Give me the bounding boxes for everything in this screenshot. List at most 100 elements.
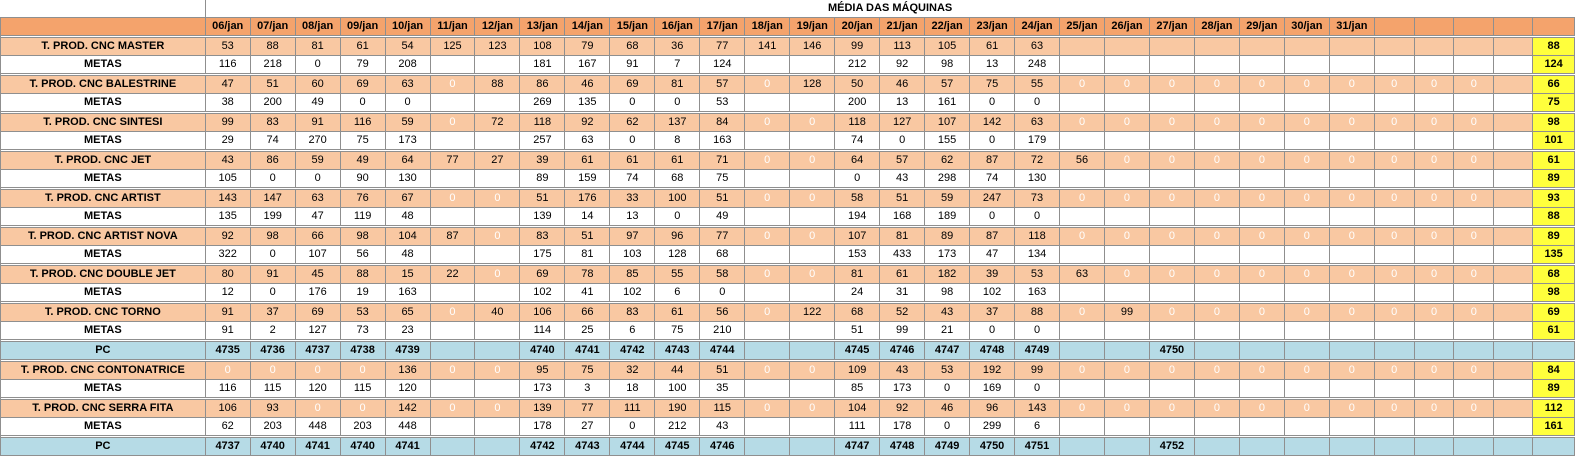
data-cell[interactable]: 37 — [969, 303, 1016, 322]
data-cell[interactable]: 73 — [339, 321, 386, 340]
data-cell[interactable]: 143 — [1014, 399, 1061, 418]
data-cell[interactable] — [1104, 321, 1150, 340]
data-cell[interactable]: 0 — [1059, 303, 1105, 322]
data-cell[interactable]: 98 — [339, 227, 386, 246]
date-header[interactable] — [1373, 17, 1415, 36]
data-cell[interactable]: 116 — [204, 379, 251, 398]
data-cell[interactable] — [1413, 207, 1455, 226]
data-cell[interactable]: 36 — [654, 37, 701, 56]
data-cell[interactable]: 0 — [1148, 189, 1195, 208]
data-cell[interactable]: 4743 — [564, 437, 611, 456]
data-cell[interactable]: 0 — [1238, 361, 1285, 380]
data-cell[interactable]: 0 — [1193, 265, 1240, 284]
average-cell[interactable] — [1532, 341, 1575, 360]
data-cell[interactable] — [789, 93, 836, 112]
data-cell[interactable] — [1413, 93, 1455, 112]
data-cell[interactable]: 68 — [834, 303, 881, 322]
data-cell[interactable]: 0 — [789, 265, 836, 284]
data-cell[interactable]: 0 — [969, 321, 1016, 340]
data-cell[interactable]: 115 — [339, 379, 386, 398]
data-cell[interactable]: 4739 — [384, 341, 431, 360]
data-cell[interactable] — [1328, 93, 1375, 112]
data-cell[interactable]: 4742 — [519, 437, 566, 456]
data-cell[interactable] — [474, 321, 521, 340]
data-cell[interactable]: 43 — [699, 417, 746, 436]
data-cell[interactable]: 0 — [1413, 361, 1455, 380]
data-cell[interactable]: 0 — [1283, 113, 1330, 132]
data-cell[interactable] — [1328, 37, 1375, 56]
data-cell[interactable] — [789, 283, 836, 302]
data-cell[interactable]: 49 — [294, 93, 341, 112]
data-cell[interactable]: 87 — [969, 151, 1016, 170]
data-cell[interactable] — [1328, 437, 1375, 456]
data-cell[interactable] — [1283, 131, 1330, 150]
data-cell[interactable]: 39 — [519, 151, 566, 170]
data-cell[interactable]: 0 — [1104, 75, 1150, 94]
data-cell[interactable]: 163 — [1014, 283, 1061, 302]
data-cell[interactable]: 58 — [699, 265, 746, 284]
data-cell[interactable]: 167 — [564, 55, 611, 74]
data-cell[interactable]: 116 — [204, 55, 251, 74]
data-cell[interactable] — [1373, 207, 1415, 226]
data-cell[interactable]: 0 — [1283, 361, 1330, 380]
data-cell[interactable] — [1283, 245, 1330, 264]
data-cell[interactable]: 13 — [609, 207, 656, 226]
data-cell[interactable]: 130 — [1014, 169, 1061, 188]
data-cell[interactable]: 4741 — [564, 341, 611, 360]
data-cell[interactable]: 0 — [744, 189, 791, 208]
data-cell[interactable]: 4742 — [609, 341, 656, 360]
data-cell[interactable]: 84 — [699, 113, 746, 132]
data-cell[interactable]: 0 — [1193, 151, 1240, 170]
date-header[interactable]: 09/jan — [339, 17, 386, 36]
data-cell[interactable] — [429, 55, 476, 74]
data-cell[interactable]: 0 — [1059, 399, 1105, 418]
data-cell[interactable] — [1193, 245, 1240, 264]
data-cell[interactable] — [1148, 417, 1195, 436]
data-cell[interactable]: 0 — [744, 303, 791, 322]
data-cell[interactable] — [1493, 245, 1534, 264]
data-cell[interactable]: 7 — [654, 55, 701, 74]
data-cell[interactable] — [1283, 55, 1330, 74]
data-cell[interactable]: 6 — [1014, 417, 1061, 436]
data-cell[interactable]: 0 — [1328, 303, 1375, 322]
data-cell[interactable]: 25 — [564, 321, 611, 340]
data-cell[interactable]: 103 — [609, 245, 656, 264]
data-cell[interactable]: 0 — [789, 227, 836, 246]
date-header[interactable]: 10/jan — [384, 17, 431, 36]
data-cell[interactable]: 212 — [834, 55, 881, 74]
data-cell[interactable]: 0 — [1373, 361, 1415, 380]
data-cell[interactable]: 0 — [1148, 151, 1195, 170]
data-cell[interactable]: 51 — [699, 189, 746, 208]
data-cell[interactable]: 0 — [1238, 75, 1285, 94]
data-cell[interactable]: 0 — [1104, 399, 1150, 418]
data-cell[interactable]: 0 — [834, 169, 881, 188]
data-cell[interactable]: 54 — [384, 37, 431, 56]
data-cell[interactable] — [1328, 245, 1375, 264]
data-cell[interactable]: 0 — [744, 361, 791, 380]
data-cell[interactable]: 212 — [654, 417, 701, 436]
data-cell[interactable]: 64 — [834, 151, 881, 170]
data-cell[interactable] — [744, 379, 791, 398]
data-cell[interactable]: 0 — [294, 55, 341, 74]
data-cell[interactable]: 74 — [249, 131, 296, 150]
data-cell[interactable]: 0 — [1328, 151, 1375, 170]
data-cell[interactable]: 0 — [1193, 75, 1240, 94]
data-cell[interactable] — [1059, 417, 1105, 436]
data-cell[interactable]: 14 — [564, 207, 611, 226]
data-cell[interactable]: 44 — [654, 361, 701, 380]
data-cell[interactable] — [1493, 207, 1534, 226]
data-cell[interactable]: 90 — [339, 169, 386, 188]
data-cell[interactable] — [1283, 93, 1330, 112]
data-cell[interactable] — [429, 131, 476, 150]
data-cell[interactable] — [1283, 417, 1330, 436]
data-cell[interactable] — [1413, 283, 1455, 302]
data-cell[interactable] — [1493, 283, 1534, 302]
data-cell[interactable] — [1453, 37, 1495, 56]
data-cell[interactable]: 80 — [204, 265, 251, 284]
row-label[interactable]: T. PROD. CNC BALESTRINE — [0, 75, 206, 94]
data-cell[interactable]: 0 — [1148, 265, 1195, 284]
data-cell[interactable]: 99 — [204, 113, 251, 132]
date-header[interactable]: 24/jan — [1014, 17, 1061, 36]
data-cell[interactable]: 0 — [1104, 227, 1150, 246]
data-cell[interactable]: 4747 — [924, 341, 971, 360]
